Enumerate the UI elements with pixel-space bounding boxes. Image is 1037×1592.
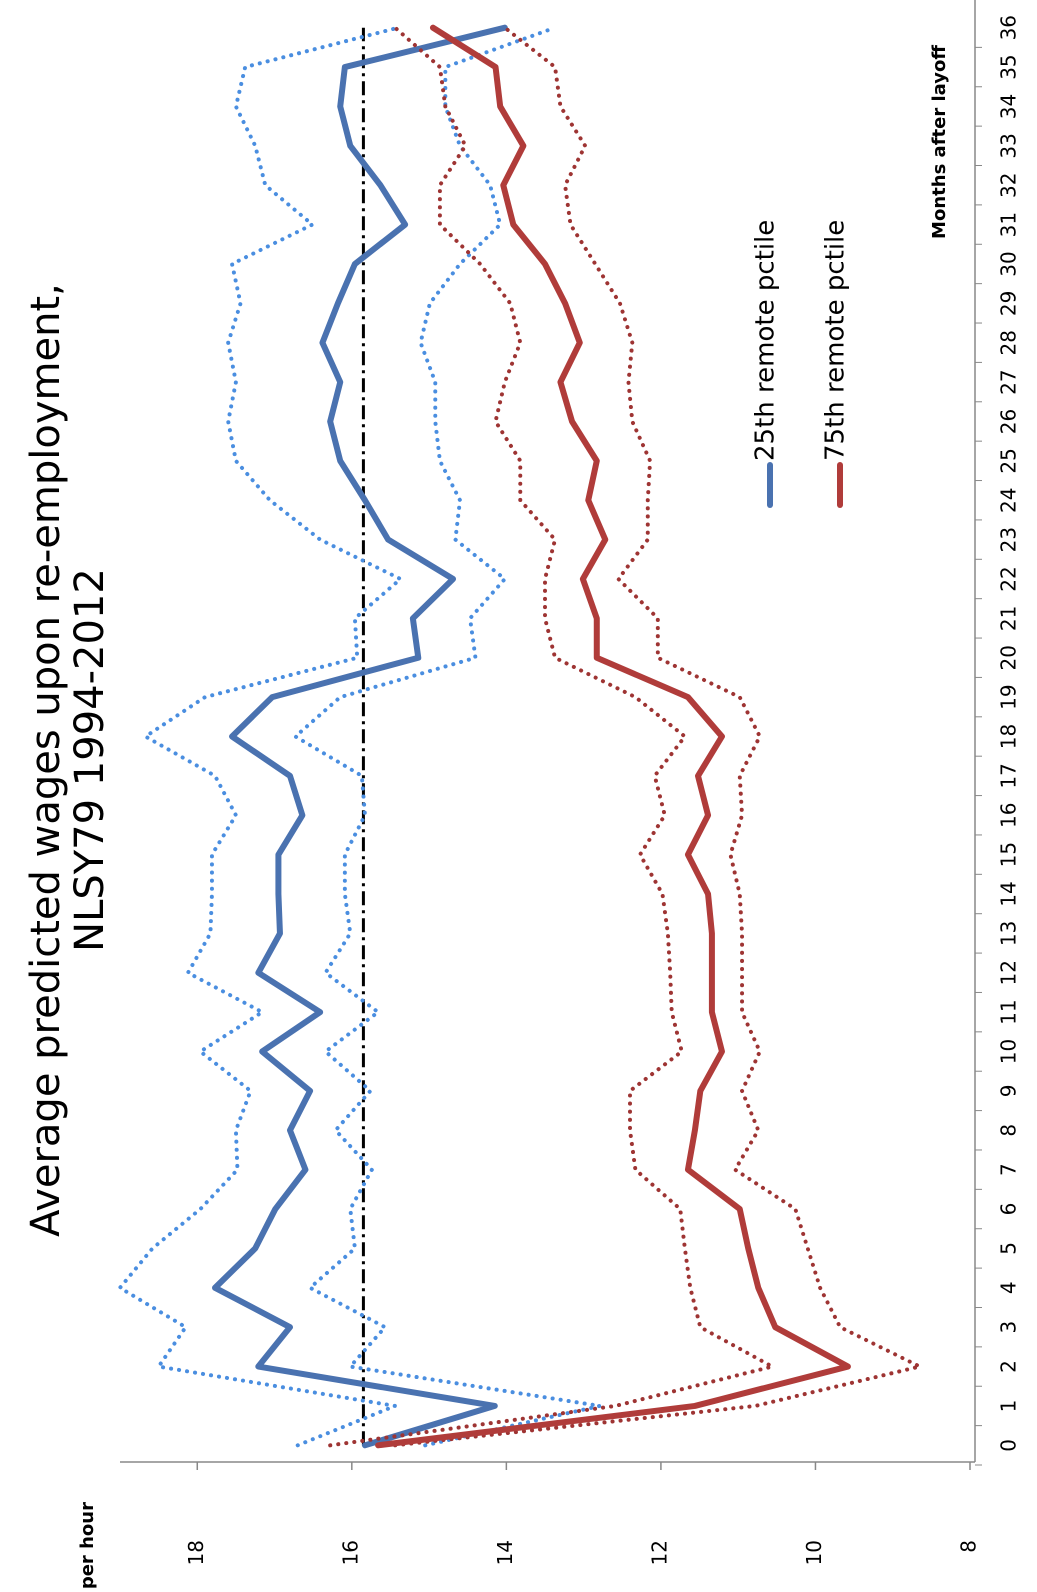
x-tick-label: 1: [997, 1400, 1021, 1413]
band-upper: [328, 25, 775, 1448]
x-tick-label: 17: [997, 763, 1021, 788]
x-tick-label: 12: [997, 960, 1021, 985]
y-tick-label: 18: [184, 1540, 208, 1565]
x-tick-label: 21: [997, 606, 1021, 631]
x-tick-label: 20: [997, 645, 1021, 670]
x-tick-label: 13: [997, 921, 1021, 946]
chart-subtitle: NLSY79 1994-2012: [67, 568, 113, 952]
x-tick-label: 7: [997, 1163, 1021, 1176]
y-tick-label: 16: [338, 1540, 362, 1565]
chart-title: Average predicted wages upon re-employme…: [23, 283, 69, 1237]
x-tick-label: 0: [997, 1439, 1021, 1452]
x-tick-label: 34: [997, 94, 1021, 119]
x-tick-label: 35: [997, 54, 1021, 79]
band-lower: [393, 25, 922, 1448]
legend-label: 75th remote pctile: [821, 220, 851, 461]
x-tick-label: 19: [997, 684, 1021, 709]
band-upper: [118, 25, 403, 1448]
plot: Average predicted wages upon re-employme…: [23, 0, 1021, 1592]
x-tick-label: 36: [997, 15, 1021, 40]
x-tick-label: 28: [997, 330, 1021, 355]
x-tick-label: 24: [997, 488, 1021, 513]
x-tick-label: 33: [997, 133, 1021, 158]
x-tick-label: 9: [997, 1085, 1021, 1098]
y-tick-label: 14: [493, 1540, 517, 1565]
y-tick-label: 8: [957, 1540, 981, 1553]
y-tick-label: 10: [802, 1540, 826, 1565]
x-tick-label: 23: [997, 527, 1021, 552]
x-tick-label: 6: [997, 1203, 1021, 1216]
x-tick-label: 31: [997, 212, 1021, 237]
band-lower: [293, 25, 602, 1448]
x-tick-label: 5: [997, 1242, 1021, 1255]
x-tick-label: 32: [997, 172, 1021, 197]
x-tick-label: 25: [997, 448, 1021, 473]
x-tick-label: 11: [997, 999, 1021, 1024]
x-tick-label: 29: [997, 291, 1021, 316]
x-tick-label: 8: [997, 1124, 1021, 1137]
x-tick-label: 15: [997, 842, 1021, 867]
x-tick-label: 26: [997, 409, 1021, 434]
y-axis-label: $ per hour: [77, 1502, 98, 1588]
x-tick-label: 3: [997, 1321, 1021, 1334]
y-tick-label: 12: [647, 1540, 671, 1565]
x-tick-label: 16: [997, 803, 1021, 828]
x-tick-label: 27: [997, 369, 1021, 394]
x-tick-label: 10: [997, 1039, 1021, 1064]
x-tick-label: 14: [997, 881, 1021, 906]
x-tick-label: 4: [997, 1281, 1021, 1294]
x-tick-label: 18: [997, 724, 1021, 749]
x-tick-label: 22: [997, 566, 1021, 591]
x-tick-label: 30: [997, 251, 1021, 276]
line: [212, 24, 508, 1449]
legend-label: 25th remote pctile: [751, 220, 781, 461]
line: [375, 24, 851, 1449]
x-axis-label: Months after layoff: [929, 45, 950, 239]
x-tick-label: 2: [997, 1360, 1021, 1373]
